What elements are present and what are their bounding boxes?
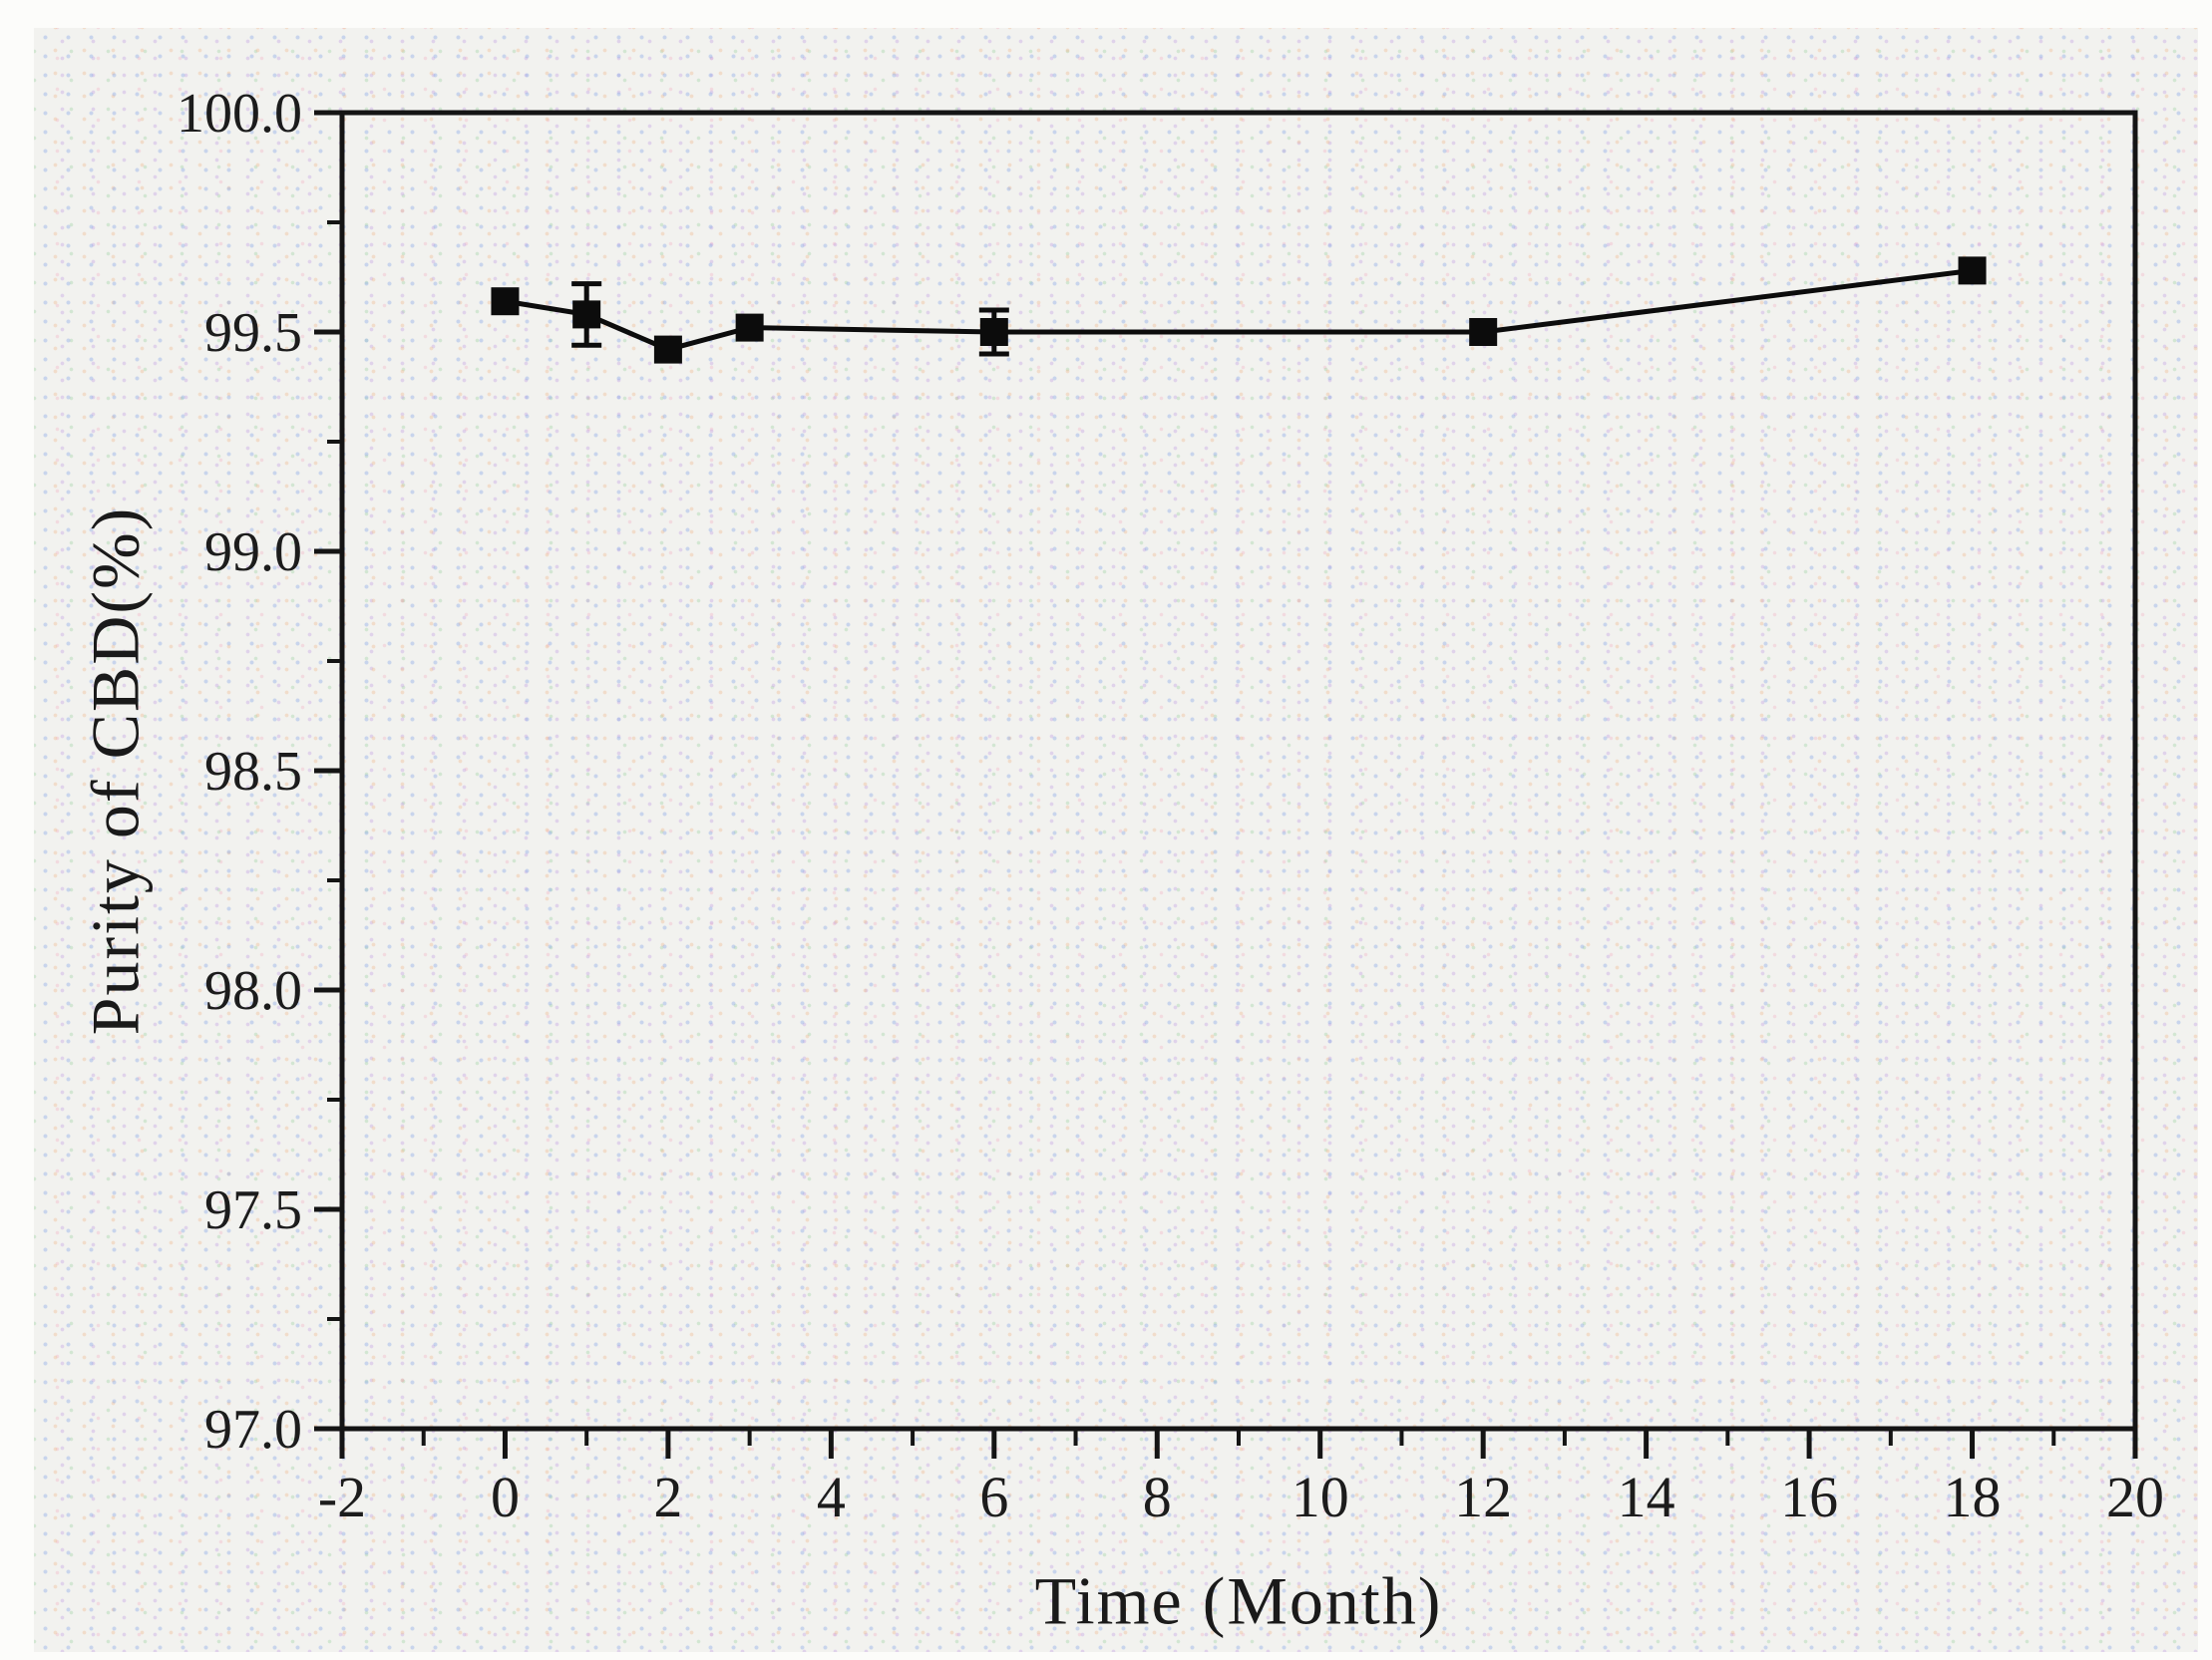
x-tick-label: 4 (817, 1465, 846, 1529)
x-tick-label: 16 (1780, 1465, 1838, 1529)
y-tick-label: 97.5 (204, 1179, 302, 1241)
x-tick-label: 14 (1618, 1465, 1675, 1529)
series-line (505, 267, 1973, 353)
x-tick-label: 12 (1454, 1465, 1512, 1529)
x-tick-label: 2 (653, 1465, 682, 1529)
data-point-marker (735, 313, 764, 342)
data-point-marker (491, 287, 520, 316)
plot-border (339, 110, 2138, 1432)
y-tick-label: 99.0 (204, 521, 302, 583)
data-point-marker (1958, 256, 1987, 285)
x-tick-label: -2 (318, 1465, 366, 1529)
x-axis-label: Time (Month) (1034, 1562, 1443, 1639)
y-tick-label: 100.0 (177, 83, 302, 145)
data-point-marker (653, 335, 682, 364)
scan-dot-texture (34, 28, 2198, 1652)
x-tick-label: 0 (491, 1465, 520, 1529)
data-point-marker (572, 300, 601, 329)
data-point-marker (979, 318, 1008, 346)
x-tick-label: 8 (1143, 1465, 1172, 1529)
y-tick-label: 98.0 (204, 960, 302, 1022)
y-tick-label: 99.5 (204, 302, 302, 364)
y-axis-label: Purity of CBD(%) (77, 505, 154, 1036)
x-tick-label: 20 (2106, 1465, 2164, 1529)
x-tick-label: 6 (979, 1465, 1008, 1529)
y-tick-label: 98.5 (204, 741, 302, 803)
x-tick-label: 10 (1291, 1465, 1349, 1529)
x-tick-label: 18 (1944, 1465, 2002, 1529)
y-tick-label: 97.0 (204, 1399, 302, 1461)
data-point-marker (1469, 318, 1498, 346)
